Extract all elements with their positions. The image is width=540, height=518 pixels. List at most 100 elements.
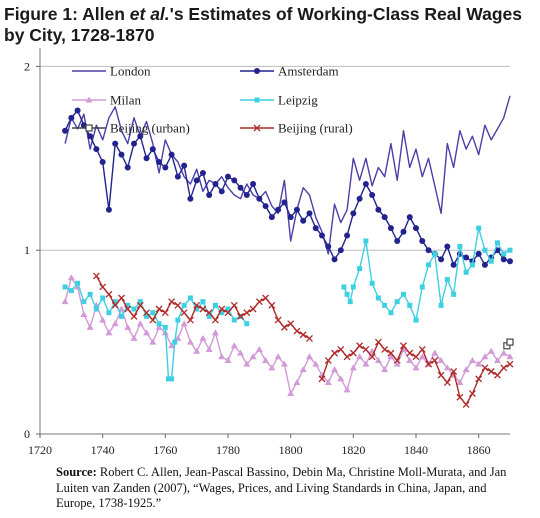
figure-title-italic: et al.: [129, 4, 170, 24]
data-point-amsterdam: [268, 214, 275, 221]
data-point-leipzig: [156, 321, 162, 327]
data-point-amsterdam: [187, 195, 194, 202]
data-point-milan: [149, 338, 157, 345]
data-point-leipzig: [357, 266, 363, 272]
data-point-leipzig: [225, 306, 231, 312]
data-point-beijing-rural: [443, 379, 451, 386]
data-point-beijing-rural: [186, 316, 194, 324]
data-point-amsterdam: [356, 195, 363, 202]
data-point-milan: [331, 366, 339, 373]
data-point-amsterdam: [243, 192, 250, 199]
data-point-leipzig: [212, 302, 218, 308]
data-point-beijing-urban: [506, 338, 514, 346]
data-point-amsterdam: [481, 261, 488, 268]
data-point-leipzig: [194, 306, 200, 312]
data-point-milan: [268, 364, 276, 371]
data-point-beijing-rural: [475, 375, 483, 383]
data-point-beijing-rural: [224, 309, 232, 317]
data-point-beijing-rural: [481, 364, 489, 372]
data-point-milan: [443, 364, 451, 371]
data-point-beijing-rural: [406, 349, 414, 357]
data-point-beijing-rural: [506, 360, 514, 368]
data-point-milan: [211, 329, 219, 336]
data-point-amsterdam: [507, 258, 513, 265]
legend-marker-milan: [85, 96, 93, 103]
data-point-milan: [475, 360, 483, 367]
data-point-amsterdam: [80, 122, 87, 129]
x-tick-label: 1800: [279, 443, 303, 457]
data-point-leipzig: [444, 277, 450, 283]
data-point-beijing-rural: [118, 294, 125, 302]
data-point-milan: [86, 323, 94, 330]
data-point-beijing-rural: [387, 349, 395, 357]
data-point-beijing-rural: [124, 305, 132, 313]
data-point-amsterdam: [450, 261, 457, 268]
data-point-milan: [274, 353, 282, 360]
data-point-milan: [143, 329, 151, 336]
data-point-beijing-rural: [249, 305, 257, 313]
data-point-milan: [99, 316, 107, 323]
data-point-milan: [374, 356, 382, 363]
data-point-amsterdam: [312, 225, 319, 232]
data-point-beijing-rural: [92, 272, 100, 280]
data-point-beijing-rural: [425, 360, 432, 368]
data-point-milan: [249, 353, 257, 360]
series-milan: [61, 274, 514, 397]
data-point-leipzig: [407, 302, 413, 308]
data-point-leipzig: [112, 299, 118, 305]
data-point-beijing-rural: [237, 312, 244, 320]
data-point-amsterdam: [500, 256, 507, 263]
data-point-amsterdam: [369, 192, 376, 199]
data-point-amsterdam: [406, 214, 413, 221]
data-point-milan: [412, 364, 420, 371]
data-point-leipzig: [200, 299, 206, 305]
x-tick-label: 1860: [467, 443, 491, 457]
data-point-milan: [168, 342, 176, 349]
data-point-amsterdam: [124, 164, 131, 171]
data-point-beijing-rural: [136, 301, 144, 309]
data-point-beijing-rural: [299, 331, 307, 339]
data-point-amsterdam: [156, 158, 163, 165]
data-point-leipzig: [172, 339, 178, 345]
data-point-milan: [318, 371, 326, 378]
data-point-beijing-rural: [149, 316, 157, 324]
data-point-amsterdam: [193, 177, 200, 184]
data-point-milan: [67, 274, 75, 281]
data-point-amsterdam: [131, 140, 137, 147]
data-point-milan: [437, 356, 445, 363]
x-tick-label: 1780: [216, 443, 240, 457]
data-point-amsterdam: [306, 210, 313, 217]
data-point-beijing-rural: [293, 327, 301, 335]
data-point-amsterdam: [419, 238, 426, 244]
data-point-amsterdam: [438, 256, 445, 263]
data-point-milan: [293, 379, 301, 386]
data-point-amsterdam: [118, 151, 125, 158]
data-point-amsterdam: [331, 256, 338, 263]
data-point-milan: [155, 323, 163, 330]
data-point-milan: [111, 320, 119, 327]
data-point-leipzig: [131, 306, 137, 312]
data-point-beijing-rural: [143, 309, 150, 317]
series-amsterdam: [62, 107, 513, 268]
data-point-beijing-rural: [280, 323, 288, 331]
data-point-milan: [237, 349, 245, 356]
series-london: [64, 95, 511, 255]
data-point-amsterdam: [237, 184, 244, 191]
data-point-amsterdam: [463, 254, 470, 261]
data-point-milan: [305, 353, 313, 360]
data-point-beijing-rural: [230, 301, 238, 309]
data-point-leipzig: [81, 299, 87, 305]
data-point-milan: [393, 360, 401, 367]
data-point-leipzig: [93, 306, 99, 312]
x-tick-label: 1760: [153, 443, 177, 457]
data-point-beijing-rural: [274, 316, 282, 324]
data-point-leipzig: [432, 251, 438, 257]
data-point-beijing-rural: [412, 353, 420, 361]
data-point-beijing-rural: [331, 349, 338, 357]
data-point-amsterdam: [337, 247, 344, 254]
data-point-beijing-rural: [343, 353, 351, 361]
data-point-beijing-rural: [437, 371, 445, 379]
data-point-beijing-rural: [306, 334, 313, 342]
data-point-milan: [343, 386, 351, 393]
data-point-amsterdam: [275, 206, 282, 213]
